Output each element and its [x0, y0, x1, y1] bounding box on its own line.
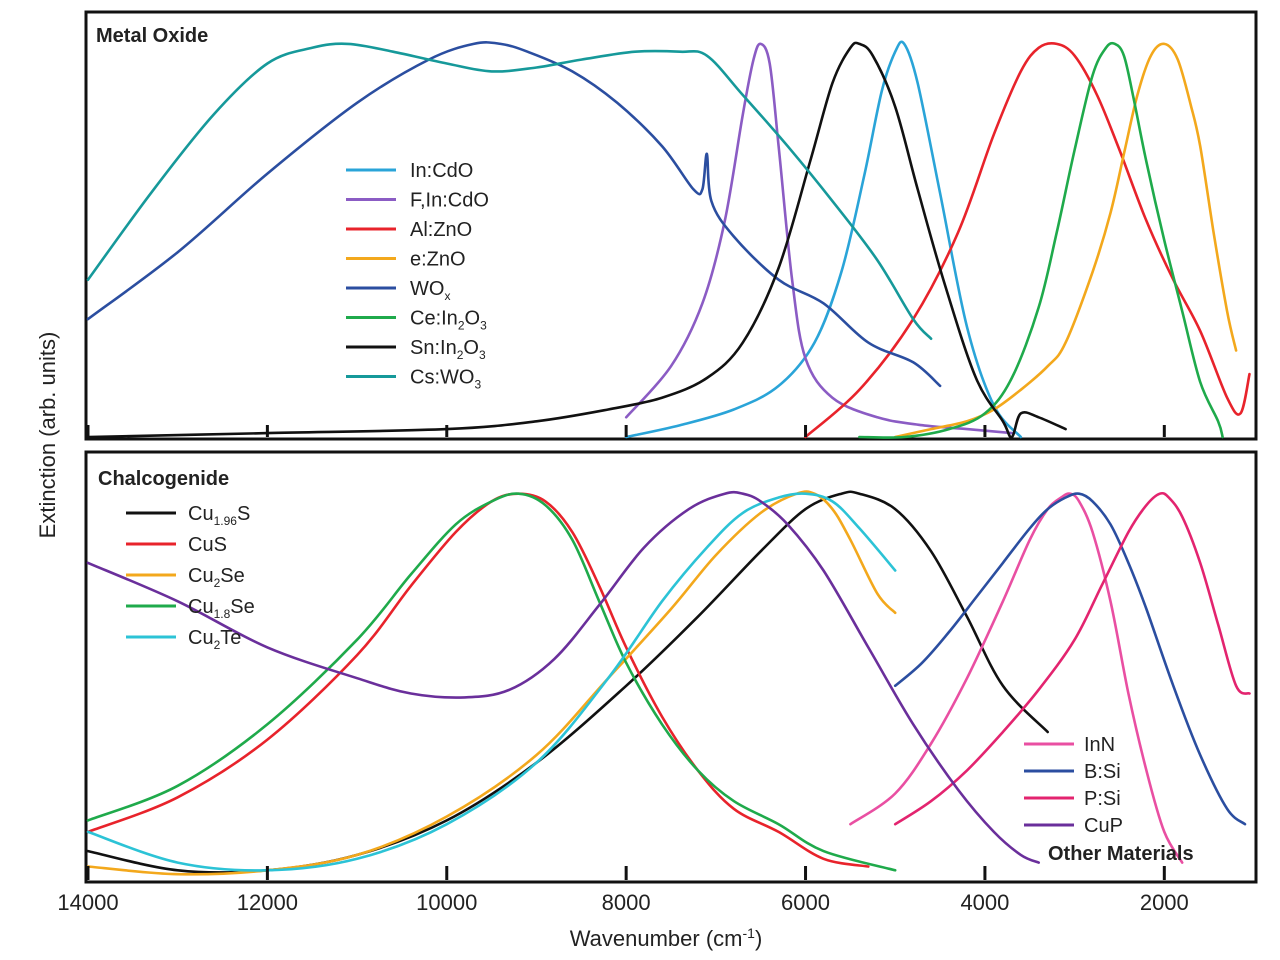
- other-materials-title: Other Materials: [1048, 843, 1194, 865]
- legend-top-label-5: Ce:In2O3: [410, 308, 487, 333]
- chalcogenide-series-cu1-96s: [86, 490, 1049, 874]
- legend-top-label-0: In:CdO: [410, 160, 473, 182]
- x-axis-label-main: Wavenumber (cm: [570, 926, 743, 951]
- legend-top-label-6: Sn:In2O3: [410, 337, 486, 362]
- metal-oxide-series-wox: [86, 41, 942, 388]
- legend-bl-label-4: Cu2Te: [188, 627, 241, 652]
- legend-top-label-7: Cs:WO3: [410, 367, 481, 392]
- x-tick-label-4000: 4000: [960, 890, 1009, 915]
- legend-top-label-4: WOx: [410, 278, 450, 303]
- metal-oxide-legend: In:CdO F,In:CdO Al:ZnO e:ZnO WOx Ce:In2O3 Sn:I…: [346, 160, 489, 392]
- legend-bl-label-2: Cu2Se: [188, 565, 245, 590]
- metal-oxide-series-ce-in2o3: [858, 41, 1224, 439]
- x-axis-label-end: ): [755, 926, 762, 951]
- legend-bl-label-3: Cu1.8Se: [188, 596, 255, 621]
- chalcogenide-series-cu2se: [86, 490, 897, 876]
- legend-top-label-3: e:ZnO: [410, 249, 466, 271]
- legend-top-label-1: F,In:CdO: [410, 190, 489, 212]
- panel-metal-oxide-frame: [84, 10, 1258, 441]
- legend-br-label-3: CuP: [1084, 815, 1123, 837]
- chalcogenide-series-cu2te: [86, 492, 897, 872]
- metal-oxide-series-e-zno: [893, 42, 1238, 439]
- legend-top-label-2: Al:ZnO: [410, 219, 472, 241]
- chalcogenide-series-cus: [86, 492, 870, 868]
- legend-bl-label-1: CuS: [188, 534, 227, 556]
- metal-oxide-series-al-zno: [804, 42, 1251, 439]
- metal-oxide-title: Metal Oxide: [96, 25, 208, 47]
- metal-oxide-series-sn-in2o3: [86, 41, 1067, 439]
- metal-oxide-series-in-cdo: [624, 40, 1023, 439]
- other-materials-legend: InN B:Si P:Si CuP: [1024, 734, 1123, 837]
- metal-oxide-plot: [86, 40, 1251, 439]
- metal-oxide-series-cs-wo3: [86, 42, 933, 340]
- chalcogenide-title: Chalcogenide: [98, 468, 229, 490]
- panel-chalcogenide-frame: [84, 450, 1258, 884]
- chalcogenide-series-cup: [86, 490, 1040, 864]
- legend-bl-label-0: Cu1.96S: [188, 503, 250, 528]
- chalcogenide-series-inn: [849, 492, 1184, 864]
- x-axis-ticks: 14000 12000 10000 8000 6000 4000 2000: [57, 425, 1189, 915]
- metal-oxide-series-f-in-cdo: [624, 42, 1014, 435]
- chalcogenide-legend: Cu1.96S CuS Cu2Se Cu1.8Se Cu2Te: [126, 503, 255, 652]
- x-tick-label-6000: 6000: [781, 890, 830, 915]
- x-tick-label-10000: 10000: [416, 890, 477, 915]
- x-tick-label-12000: 12000: [237, 890, 298, 915]
- chalcogenide-plot: [86, 490, 1251, 876]
- x-tick-label-8000: 8000: [602, 890, 651, 915]
- legend-br-label-0: InN: [1084, 734, 1115, 756]
- x-tick-label-2000: 2000: [1140, 890, 1189, 915]
- chalcogenide-series-b-si: [893, 492, 1247, 826]
- chalcogenide-series-p-si: [893, 491, 1251, 826]
- x-axis-label: Wavenumber (cm-1): [570, 925, 763, 951]
- legend-br-label-2: P:Si: [1084, 788, 1121, 810]
- chalcogenide-series-cu1-8se: [86, 492, 897, 872]
- legend-br-label-1: B:Si: [1084, 761, 1121, 783]
- y-axis-label: Extinction (arb. units): [35, 332, 60, 539]
- x-axis-label-sup: -1: [743, 925, 756, 941]
- x-tick-label-14000: 14000: [57, 890, 118, 915]
